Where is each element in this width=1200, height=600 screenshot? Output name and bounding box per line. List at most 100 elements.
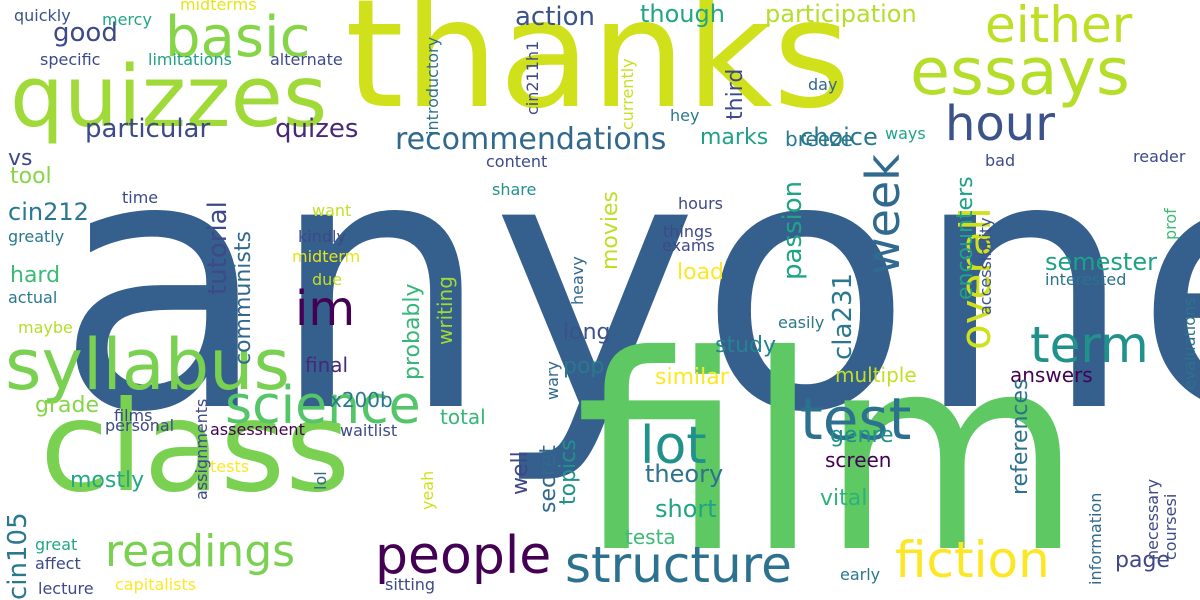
word-multiple: multiple — [835, 363, 917, 387]
word-anyone: anyone — [55, 81, 1200, 489]
word-references: references — [1008, 378, 1033, 495]
word-essays: essays — [910, 35, 1130, 110]
word-greatly: greatly — [8, 227, 65, 246]
word-communists: communists — [231, 231, 256, 365]
word-film: film — [575, 297, 1084, 600]
word-good: good — [53, 18, 118, 48]
word-vital: vital — [820, 486, 868, 511]
word-people: people — [375, 526, 552, 586]
word-test: test — [800, 385, 912, 453]
word-lecture: lecture — [38, 579, 94, 598]
word-genre: genre — [830, 423, 894, 448]
word-time: time — [122, 188, 159, 207]
word-participation: participation — [765, 0, 917, 28]
word-cin212: cin212 — [8, 198, 89, 226]
word-early: early — [840, 565, 881, 584]
word-evaluations: evaluations — [1180, 297, 1199, 391]
word-syllabus: syllabus — [5, 324, 290, 406]
word-answers: answers — [1010, 363, 1093, 387]
word-maybe: maybe — [18, 318, 73, 337]
word-well: well — [508, 451, 533, 495]
word-recommendations: recommendations — [395, 122, 667, 157]
word-introductory: introductory — [423, 36, 442, 135]
word-ways: ways — [885, 124, 926, 143]
word-science: science — [225, 376, 421, 436]
word-accessibility: accessibility — [976, 217, 995, 315]
word-assignments: assignments — [192, 398, 211, 500]
word-mostly: mostly — [70, 468, 145, 493]
word-total: total — [440, 405, 486, 429]
word-necessary: necessary — [1143, 478, 1162, 560]
word-hour: hour — [945, 96, 1055, 152]
word-great: great — [35, 535, 78, 554]
word-though: though — [640, 0, 725, 28]
word-capitalists: capitalists — [115, 575, 197, 594]
word-hours: hours — [678, 194, 723, 213]
word-due: due — [312, 270, 343, 289]
word-passion: passion — [778, 180, 808, 280]
word-personal: personal — [105, 416, 175, 435]
word-sitting: sitting — [385, 575, 436, 594]
word-hey: hey — [670, 106, 700, 125]
word-particular: particular — [85, 114, 211, 144]
word-pop: pop — [563, 354, 605, 379]
word-movies: movies — [598, 190, 623, 270]
word-lot: lot — [640, 416, 707, 476]
word-tool: tool — [10, 164, 52, 189]
word-tutorial: tutorial — [203, 201, 233, 295]
word-quizzes: quizzes — [10, 48, 328, 147]
word-page: page — [1115, 548, 1170, 573]
word-term: term — [1030, 316, 1149, 374]
word-basic: basic — [165, 5, 311, 70]
word-want: want — [312, 201, 352, 220]
word-easily: easily — [778, 313, 825, 332]
word-lol: lol — [311, 471, 330, 490]
word-films: films — [114, 406, 153, 425]
word-currently: currently — [618, 58, 637, 130]
word-thanks: thanks — [345, 0, 851, 142]
word-actual: actual — [8, 288, 58, 307]
word-third: third — [723, 68, 748, 120]
word-class: class — [40, 375, 351, 520]
word-fiction: fiction — [895, 531, 1050, 589]
word-similar: similar — [655, 365, 729, 390]
word-encounters: encounters — [953, 176, 978, 300]
word-screen: screen — [825, 448, 892, 472]
word-testa: testa — [625, 525, 676, 549]
word-short: short — [655, 495, 717, 523]
word-readings: readings — [105, 526, 296, 577]
word-wary: wary — [543, 361, 562, 400]
word-hard: hard — [10, 263, 61, 288]
word-bad: bad — [985, 151, 1016, 170]
word-topics: topics — [556, 439, 581, 505]
word-cla231: cla231 — [828, 272, 858, 360]
word-final: final — [305, 353, 349, 377]
word-x200b: x200b — [330, 388, 393, 412]
word-interested: interested — [1045, 270, 1127, 289]
word-theory: theory — [645, 460, 724, 488]
word-yeah: yeah — [418, 470, 437, 510]
word-waitlist: waitlist — [340, 421, 398, 440]
word-action: action — [515, 2, 596, 32]
word-assessment: assessment — [210, 420, 305, 439]
word-midterms: midterms — [180, 0, 257, 14]
word-heavy: heavy — [568, 256, 587, 305]
word-day: day — [808, 75, 838, 94]
word-load: load — [677, 260, 725, 285]
word-prof: prof — [1161, 208, 1180, 240]
word-either: either — [985, 0, 1133, 54]
word-tests: tests — [210, 457, 250, 476]
word-long: long — [563, 320, 611, 345]
word-im: im — [295, 281, 356, 337]
word-semester: semester — [1045, 248, 1157, 276]
word-kindly: kindly — [298, 227, 346, 246]
word-mercy: mercy — [102, 10, 152, 29]
word-reader: reader — [1133, 147, 1186, 166]
word-exams: exams — [662, 236, 715, 255]
word-cin211h1: cin211h1 — [523, 40, 542, 115]
word-specific: specific — [40, 50, 101, 69]
word-probably: probably — [400, 283, 425, 380]
word-alternate: alternate — [270, 50, 343, 69]
word-content: content — [486, 152, 548, 171]
